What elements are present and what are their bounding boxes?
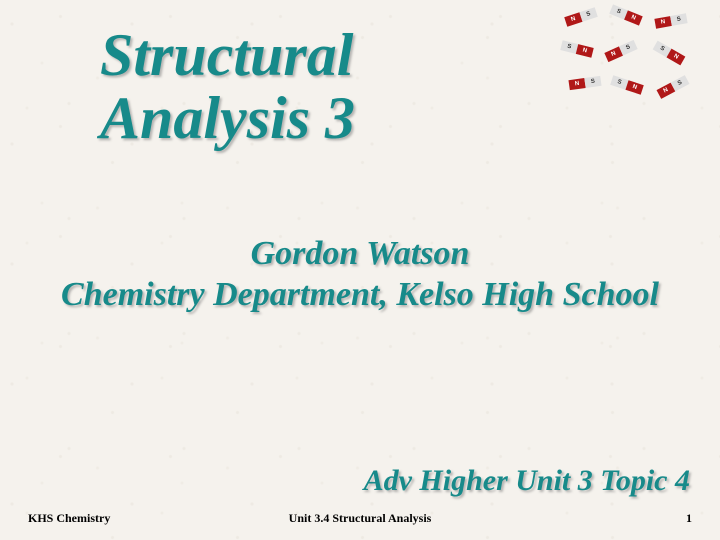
magnet-north-pole: N [568, 78, 585, 90]
magnet-icon: NS [654, 13, 687, 28]
magnet-south-pole: S [671, 75, 690, 91]
magnet-icon: NS [657, 75, 690, 99]
title-line-2: Analysis 3 [100, 87, 355, 150]
author-name: Gordon Watson [0, 235, 720, 273]
magnet-south-pole: S [670, 13, 687, 26]
magnet-icon: NS [568, 76, 601, 90]
magnet-icon: SN [610, 75, 644, 94]
magnet-north-pole: N [624, 10, 643, 25]
magnet-north-pole: N [667, 49, 686, 66]
footer-center: Unit 3.4 Structural Analysis [0, 511, 720, 526]
title-line-1: Structural [100, 24, 355, 87]
magnet-north-pole: N [654, 16, 671, 29]
magnet-icon: SN [653, 41, 686, 66]
magnet-north-pole: N [625, 80, 643, 94]
magnet-south-pole: S [584, 76, 601, 88]
slide-number: 1 [686, 511, 692, 526]
magnet-icon: SN [560, 40, 593, 57]
magnet-icon: NS [564, 7, 598, 26]
magnet-icon: SN [609, 4, 642, 25]
magnet-cluster: NSSNNSSNNSSNNSSNNS [555, 10, 695, 120]
slide-title: Structural Analysis 3 [100, 24, 355, 150]
magnet-south-pole: S [579, 7, 597, 21]
department-line: Chemistry Department, Kelso High School [0, 276, 720, 314]
magnet-icon: NS [604, 40, 637, 62]
course-topic: Adv Higher Unit 3 Topic 4 [364, 464, 690, 498]
magnet-north-pole: N [576, 44, 594, 58]
magnet-south-pole: S [619, 40, 638, 56]
